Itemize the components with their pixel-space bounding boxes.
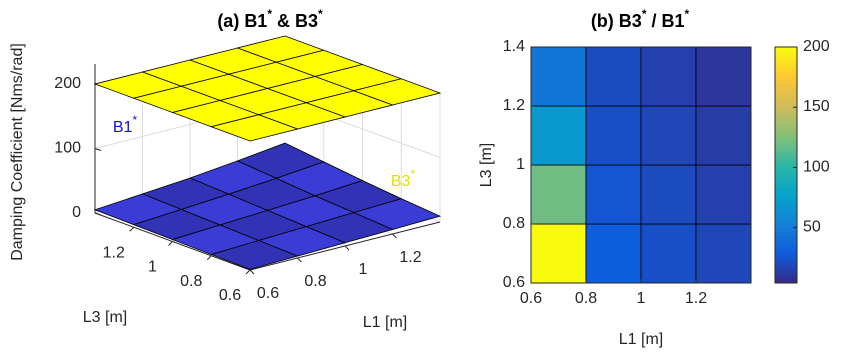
chart-title: (a) B1* & B3* bbox=[217, 7, 323, 31]
heatmap-cell bbox=[585, 223, 642, 284]
x-tick bbox=[297, 257, 302, 263]
heatmap-cell bbox=[530, 223, 587, 284]
x-tick-label: 1 bbox=[359, 261, 368, 278]
y-tick-label: 1 bbox=[516, 156, 525, 173]
y-axis-label: L3 [m] bbox=[83, 309, 127, 326]
y-tick bbox=[168, 241, 173, 246]
x-tick-label: 1.2 bbox=[685, 290, 707, 307]
heatmap-cell bbox=[640, 164, 697, 225]
surface-cell bbox=[209, 114, 299, 142]
y-tick-label: 1.2 bbox=[103, 244, 125, 261]
y-axis-label: L3 [m] bbox=[478, 143, 495, 187]
heatmap-cell bbox=[695, 223, 752, 284]
heatmap-cell bbox=[695, 46, 752, 107]
chart-title: (b) B3* / B1* bbox=[591, 7, 690, 31]
x-tick-label: 0.6 bbox=[520, 290, 542, 307]
colorbar-tick-label: 50 bbox=[803, 219, 821, 236]
heatmap-cell bbox=[585, 164, 642, 225]
y-tick-label: 0.8 bbox=[503, 215, 525, 232]
x-tick-label: 0.8 bbox=[575, 290, 597, 307]
z-tick bbox=[94, 148, 102, 151]
heatmap-cell bbox=[585, 105, 642, 166]
heatmap-cell bbox=[640, 46, 697, 107]
series-label: B3* bbox=[391, 167, 416, 190]
z-axis-label: Damping Coefficient [Nms/rad] bbox=[9, 43, 26, 261]
x-tick bbox=[249, 269, 255, 275]
z-tick-label: 200 bbox=[54, 75, 81, 92]
y-tick-label: 0.8 bbox=[180, 273, 202, 290]
series-label: B1* bbox=[113, 113, 138, 136]
x-tick-label: 1.2 bbox=[399, 249, 421, 266]
z-tick-label: 0 bbox=[72, 204, 81, 221]
heatmap-cell bbox=[530, 105, 587, 166]
colorbar bbox=[774, 46, 798, 284]
heatmap-cell bbox=[530, 46, 587, 107]
heatmap-cell bbox=[695, 164, 752, 225]
y-tick bbox=[129, 226, 135, 232]
y-tick-label: 0.6 bbox=[219, 287, 241, 304]
heatmap-cell bbox=[640, 223, 697, 284]
y-tick bbox=[245, 269, 251, 275]
y-tick-label: 1 bbox=[148, 259, 157, 276]
x-tick bbox=[344, 245, 350, 251]
z-tick bbox=[94, 212, 102, 216]
x-axis-label: L1 [m] bbox=[363, 314, 407, 331]
z-tick-label: 100 bbox=[54, 140, 81, 157]
x-tick bbox=[392, 233, 397, 239]
heatmap-cell bbox=[530, 164, 587, 225]
y-tick bbox=[206, 255, 212, 261]
x-tick-label: 0.6 bbox=[257, 285, 279, 302]
colorbar-tick-label: 100 bbox=[803, 159, 830, 176]
x-tick-label: 0.8 bbox=[304, 273, 326, 290]
colorbar-tick-label: 200 bbox=[803, 38, 830, 55]
y-tick-label: 1.2 bbox=[503, 97, 525, 114]
x-axis-label: L1 [m] bbox=[619, 331, 663, 348]
y-tick-label: 0.6 bbox=[503, 274, 525, 291]
colorbar-tick-label: 150 bbox=[803, 98, 830, 115]
heatmap-cell bbox=[695, 105, 752, 166]
heatmap-cell bbox=[585, 46, 642, 107]
heatmap-cell bbox=[640, 105, 697, 166]
surface-cell bbox=[210, 240, 299, 270]
x-tick-label: 1 bbox=[637, 290, 646, 307]
y-tick-label: 1.4 bbox=[503, 38, 525, 55]
